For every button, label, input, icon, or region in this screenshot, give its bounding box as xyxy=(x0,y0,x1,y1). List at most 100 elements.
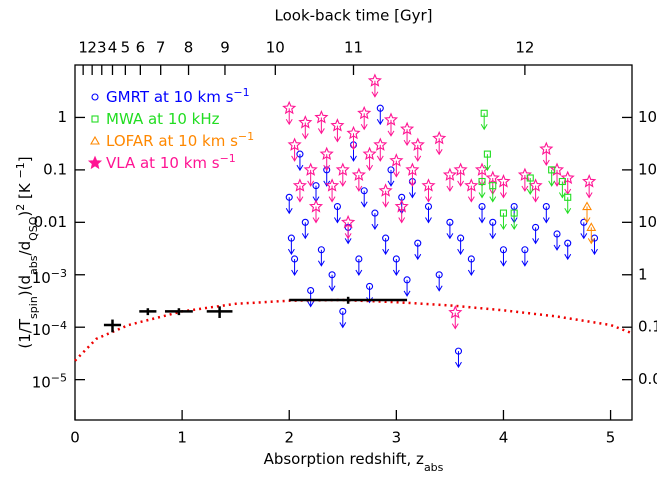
x-tick-label: 5 xyxy=(606,429,616,447)
text-part: −4 xyxy=(51,319,67,332)
upper-limit-arrow xyxy=(376,108,384,126)
x-axis-label: Absorption redshift, zabs xyxy=(264,450,444,474)
upper-limit-arrow xyxy=(334,206,341,224)
upper-limit-arrow xyxy=(591,238,598,256)
y2-tick-label: 1000 xyxy=(638,108,657,126)
legend-marker xyxy=(91,93,99,101)
text-part: ) xyxy=(16,211,34,217)
upper-limit-arrow xyxy=(526,178,534,195)
text-part: Absorption redshift, z xyxy=(264,450,424,468)
upper-limit-arrow xyxy=(542,206,550,224)
upper-limit-arrow xyxy=(403,129,411,147)
top-tick-label: 11 xyxy=(344,39,363,57)
upper-limit-arrow xyxy=(392,160,400,178)
text-part: /d xyxy=(16,241,34,256)
top-tick-label: 8 xyxy=(184,39,194,57)
legend-marker xyxy=(87,155,103,170)
y2-tick-label: 10 xyxy=(638,213,657,231)
upper-limit-arrow xyxy=(455,351,462,369)
text-part: spin xyxy=(27,296,40,319)
text-part: −1 xyxy=(233,86,249,99)
top-tick-label: 3 xyxy=(97,39,107,57)
upper-limit-arrow xyxy=(398,206,406,224)
upper-limit-arrow xyxy=(339,311,347,329)
upper-limit-arrow xyxy=(408,169,416,187)
text-part: −3 xyxy=(51,266,67,279)
x-tick-label: 1 xyxy=(177,429,187,447)
upper-limit-arrow xyxy=(287,238,295,256)
y2-tick-label: 1 xyxy=(638,265,648,283)
text-part: ] xyxy=(16,156,34,162)
upper-limit-arrow xyxy=(457,238,465,256)
upper-limit-arrow xyxy=(360,190,368,208)
upper-limit-arrow xyxy=(301,122,309,140)
y-tick-label: 0.01 xyxy=(34,213,67,231)
text-part: abs xyxy=(27,255,40,275)
text-part: −5 xyxy=(51,371,67,384)
upper-limit-arrow xyxy=(414,243,422,261)
upper-limit-arrow xyxy=(548,169,556,187)
y-tick-label: 10−5 xyxy=(32,371,67,392)
top-tick-label: 6 xyxy=(136,39,146,57)
upper-limit-arrow xyxy=(446,174,454,192)
upper-limit-arrow xyxy=(480,113,488,131)
upper-limit-arrow xyxy=(355,258,363,276)
upper-limit-arrow xyxy=(291,258,299,276)
upper-limit-arrow xyxy=(564,243,572,261)
upper-limit-arrow xyxy=(478,206,486,224)
upper-limit-arrow xyxy=(307,290,315,308)
upper-limit-arrow xyxy=(425,206,432,224)
upper-limit-arrow xyxy=(312,206,320,224)
text-part: 10 xyxy=(32,374,51,392)
upper-limit-arrow xyxy=(350,133,357,151)
text-part: )(d xyxy=(16,275,34,296)
legend-label: GMRT at 10 km s−1 xyxy=(106,86,250,107)
upper-limit-arrow xyxy=(366,154,373,172)
y2-tick-label: 0.1 xyxy=(638,318,657,336)
upper-limit-arrow xyxy=(344,222,352,240)
top-tick-label: 7 xyxy=(156,39,166,57)
legend-marker xyxy=(90,135,100,145)
upper-limit-arrow xyxy=(457,169,465,187)
upper-limit-arrow xyxy=(392,258,400,276)
upper-limit-arrow xyxy=(580,222,588,240)
upper-limit-arrow xyxy=(376,144,384,162)
y2-tick-label: 0.01 xyxy=(638,370,657,388)
top-tick-label: 5 xyxy=(121,39,131,57)
text-part: 10 xyxy=(32,269,51,287)
text-part: VLA at 10 km s xyxy=(106,154,220,172)
text-part: −1 xyxy=(220,152,236,165)
text-part: abs xyxy=(424,461,444,474)
upper-limit-arrow xyxy=(532,185,540,203)
upper-limit-arrow xyxy=(285,197,293,215)
legend-label: LOFAR at 10 km s−1 xyxy=(106,130,254,151)
upper-limit-arrow xyxy=(564,197,572,215)
model-curve xyxy=(74,298,633,362)
upper-limit-arrow xyxy=(585,181,593,199)
text-part: MWA at 10 kHz xyxy=(106,110,220,128)
upper-limit-arrow xyxy=(467,258,475,276)
upper-limit-arrow xyxy=(317,249,325,267)
upper-limit-arrow xyxy=(414,144,422,162)
upper-limit-arrow xyxy=(323,154,331,172)
upper-limit-arrow xyxy=(425,185,432,203)
upper-limit-arrow xyxy=(489,185,497,203)
upper-limit-arrow xyxy=(483,154,491,172)
top-tick-label: 9 xyxy=(220,39,230,57)
text-part: 10 xyxy=(32,321,51,339)
upper-limit-arrow xyxy=(542,149,550,166)
y-tick-label: 0.1 xyxy=(43,160,67,178)
text-part: −1 xyxy=(14,162,27,178)
upper-limit-arrow xyxy=(317,117,325,135)
upper-limit-arrow xyxy=(387,119,395,137)
upper-limit-arrow xyxy=(307,169,315,187)
y-tick-label: 1 xyxy=(57,108,67,126)
top-tick-label: 10 xyxy=(266,39,285,57)
upper-limit-arrow xyxy=(285,108,293,126)
upper-limit-arrow xyxy=(500,181,507,199)
upper-limit-arrow xyxy=(360,113,368,131)
top-tick-label: 2 xyxy=(87,39,97,57)
legend-label: VLA at 10 km s−1 xyxy=(106,152,236,173)
upper-limit-arrow xyxy=(500,213,507,231)
